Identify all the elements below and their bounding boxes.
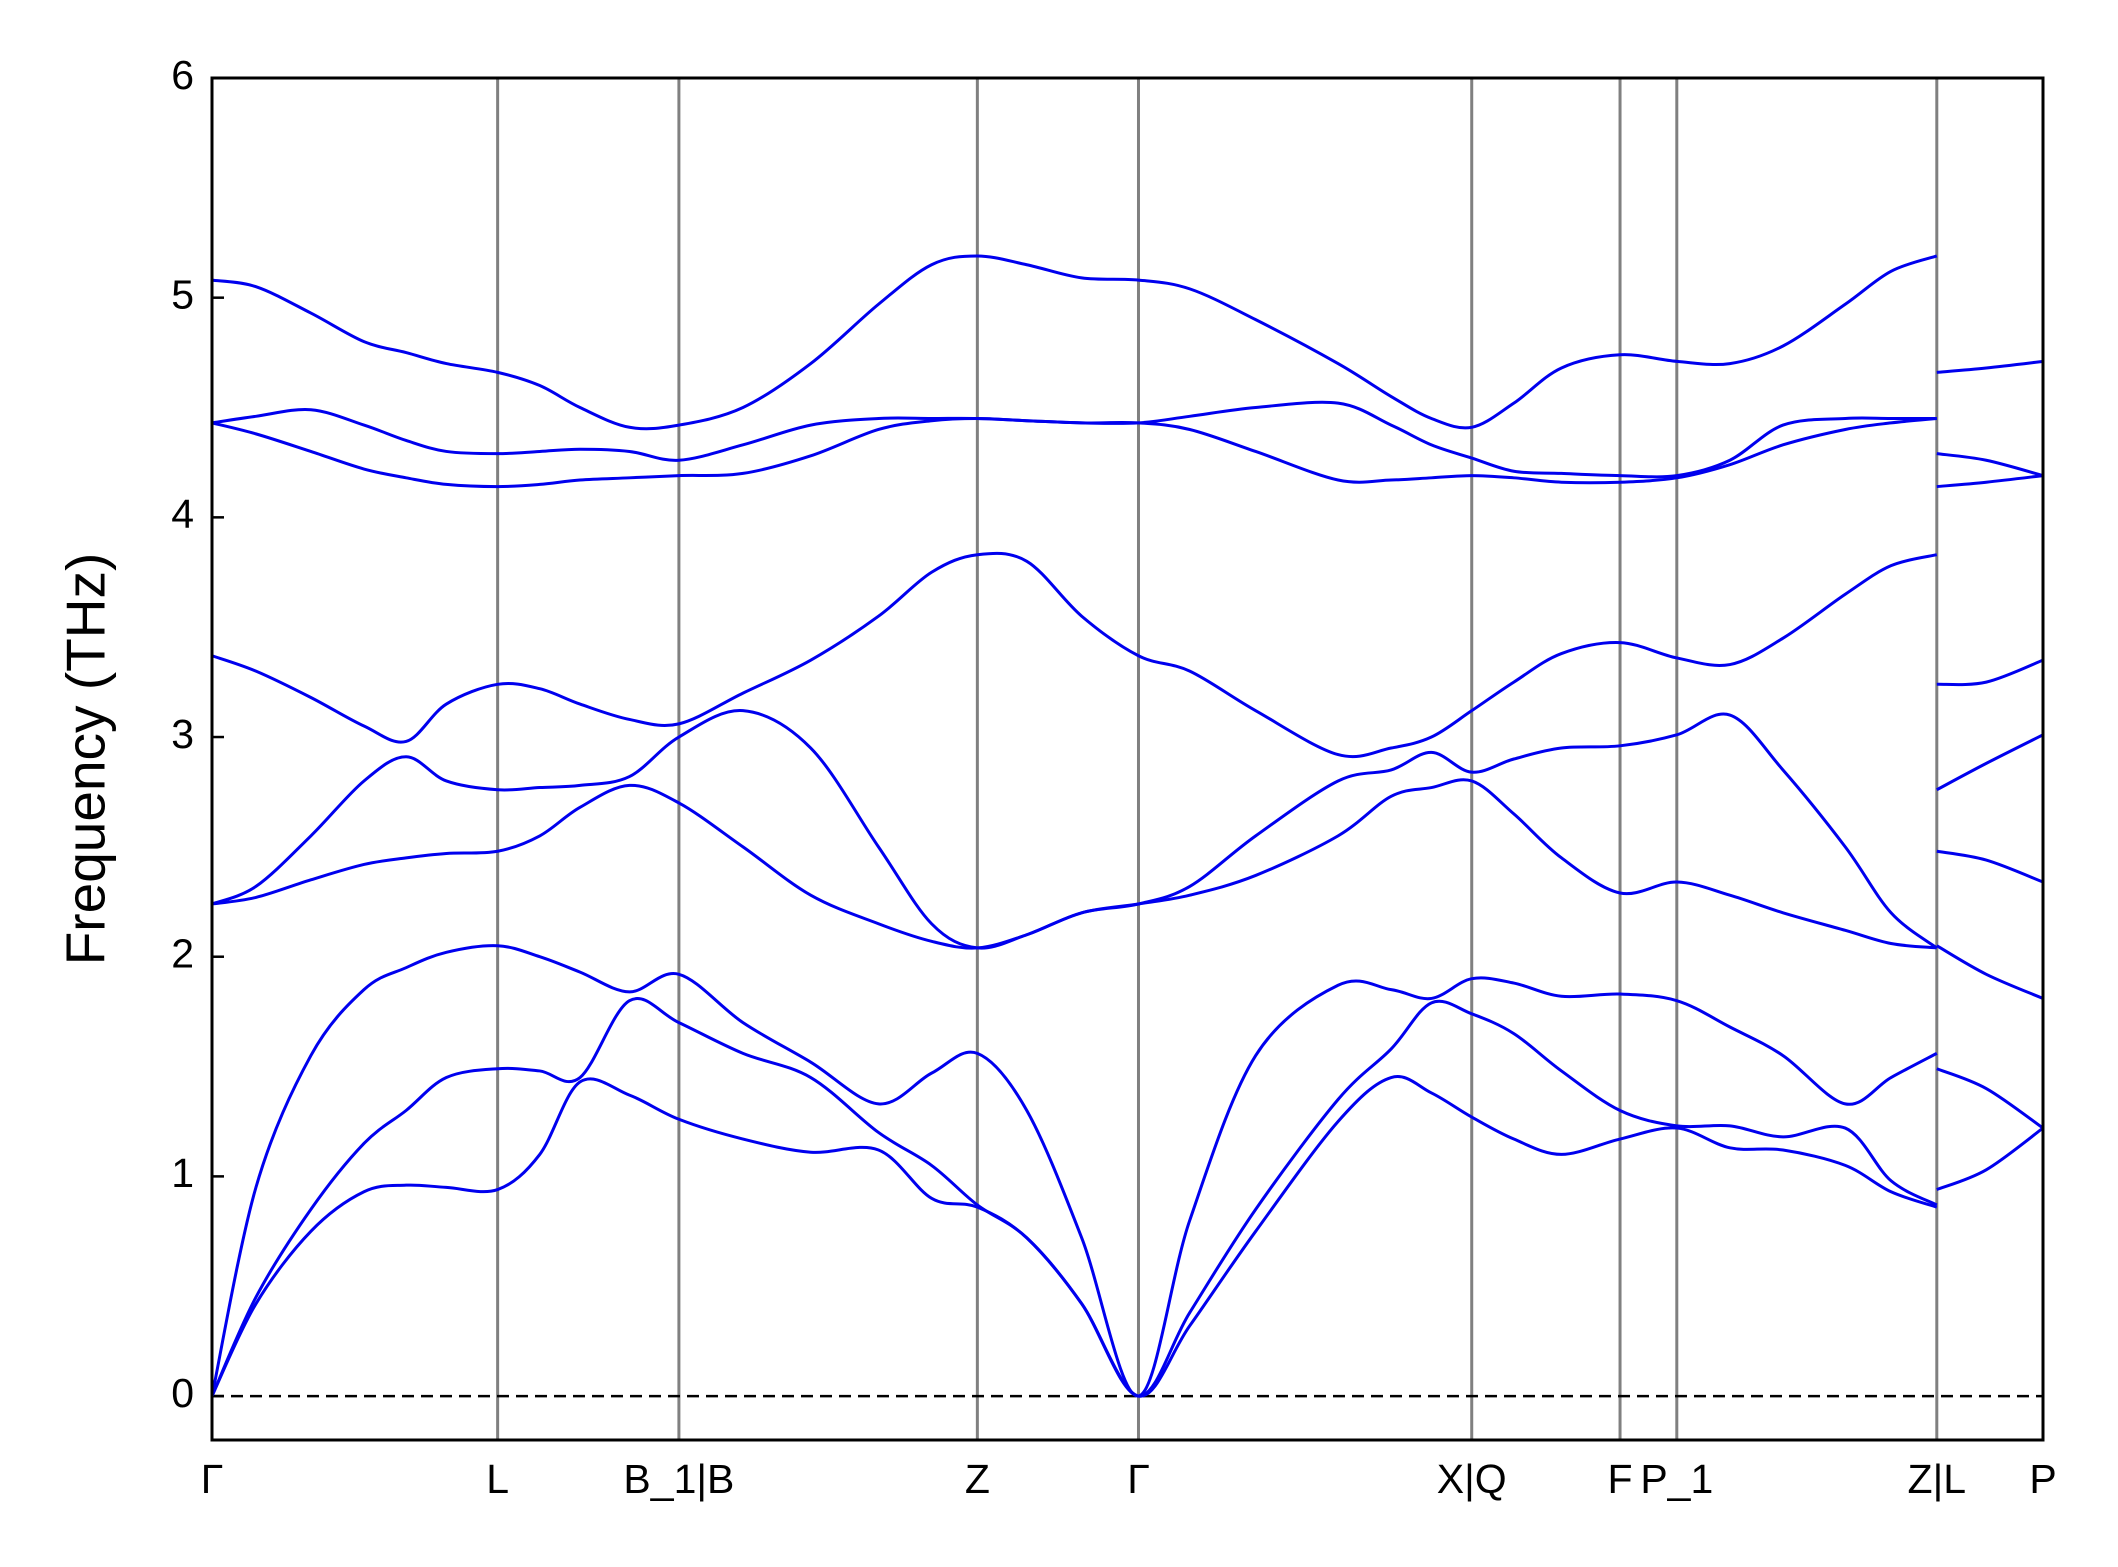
x-tick-label: Z|L <box>1908 1456 1967 1502</box>
y-tick-label: 2 <box>171 931 194 977</box>
plot-frame <box>210 76 2045 1442</box>
x-tick-label: Γ <box>201 1456 224 1502</box>
y-tick-label: 0 <box>171 1370 194 1416</box>
y-tick-label: 5 <box>171 272 194 318</box>
x-tick-label: B_1|B <box>623 1456 734 1502</box>
x-tick-label: Γ <box>1127 1456 1150 1502</box>
band-line <box>210 1075 2044 1398</box>
x-tick-label: F <box>1608 1456 1633 1502</box>
band-line <box>211 551 2044 759</box>
band-line <box>211 254 2044 431</box>
band-line <box>210 944 2044 1398</box>
y-tick-label: 1 <box>171 1150 194 1196</box>
band-line <box>211 400 2044 479</box>
x-tick-label: X|Q <box>1437 1456 1507 1502</box>
y-tick-label: 3 <box>171 711 194 757</box>
y-axis-label: Frequency (THz) <box>55 553 117 966</box>
x-tick-label: P_1 <box>1640 1456 1713 1502</box>
y-tick-label: 4 <box>171 491 194 537</box>
x-tick-label: Z <box>965 1456 990 1502</box>
band-line <box>211 778 2044 950</box>
y-tick-label: 6 <box>171 52 194 98</box>
band-line <box>211 709 2044 950</box>
x-tick-label: L <box>486 1456 509 1502</box>
band-line <box>210 997 2044 1398</box>
x-tick-label: P <box>2029 1456 2056 1502</box>
